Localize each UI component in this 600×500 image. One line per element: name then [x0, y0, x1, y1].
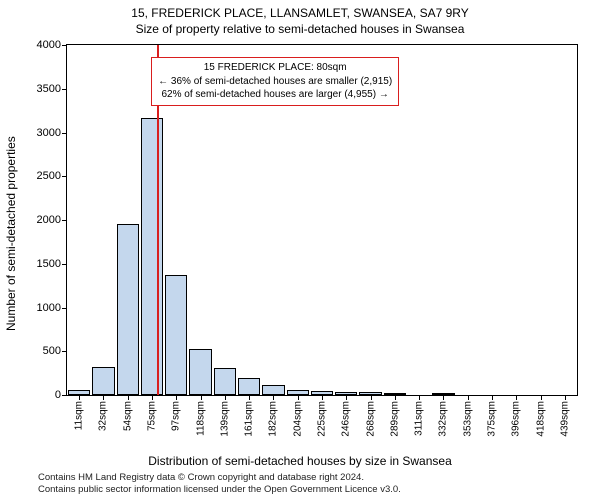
x-tick-mark	[128, 395, 129, 400]
x-tick-mark	[516, 395, 517, 400]
y-tick-mark	[62, 176, 67, 177]
x-tick-mark	[443, 395, 444, 400]
y-tick-mark	[62, 264, 67, 265]
x-tick-mark	[298, 395, 299, 400]
histogram-bar	[384, 393, 406, 395]
y-tick-mark	[62, 89, 67, 90]
x-tick-mark	[346, 395, 347, 400]
y-tick-label: 3500	[37, 83, 61, 95]
histogram-bar	[335, 392, 357, 396]
x-tick-mark	[176, 395, 177, 400]
x-tick-label: 75sqm	[147, 401, 158, 431]
y-tick-label: 3000	[37, 127, 61, 139]
x-tick-label: 396sqm	[511, 401, 522, 437]
x-tick-label: 289sqm	[389, 401, 400, 437]
annotation-line-3: 62% of semi-detached houses are larger (…	[158, 88, 392, 102]
footer-attribution: Contains HM Land Registry data © Crown c…	[38, 472, 401, 496]
x-tick-label: 161sqm	[244, 401, 255, 437]
histogram-bar	[117, 224, 139, 396]
x-tick-mark	[468, 395, 469, 400]
chart-plot-area: 0500100015002000250030003500400011sqm32s…	[66, 44, 578, 396]
x-tick-label: 139sqm	[219, 401, 230, 437]
histogram-bar	[238, 378, 260, 396]
x-tick-label: 118sqm	[195, 401, 206, 436]
x-tick-mark	[541, 395, 542, 400]
x-axis-label: Distribution of semi-detached houses by …	[0, 454, 600, 468]
x-tick-mark	[371, 395, 372, 400]
y-tick-mark	[62, 220, 67, 221]
histogram-bar	[262, 385, 284, 395]
x-tick-label: 204sqm	[292, 401, 303, 437]
histogram-bar	[214, 368, 236, 395]
y-tick-mark	[62, 45, 67, 46]
y-tick-label: 1000	[37, 302, 61, 314]
x-tick-label: 311sqm	[414, 401, 425, 436]
x-tick-label: 418sqm	[535, 401, 546, 437]
x-tick-mark	[395, 395, 396, 400]
y-tick-mark	[62, 308, 67, 309]
x-tick-label: 268sqm	[365, 401, 376, 437]
x-tick-mark	[201, 395, 202, 400]
x-tick-label: 353sqm	[462, 401, 473, 437]
x-tick-label: 182sqm	[268, 401, 279, 437]
y-tick-label: 500	[43, 345, 61, 357]
chart-subtitle: Size of property relative to semi-detach…	[0, 22, 600, 36]
y-tick-label: 2000	[37, 214, 61, 226]
x-tick-mark	[152, 395, 153, 400]
x-tick-label: 32sqm	[98, 401, 109, 431]
x-tick-mark	[225, 395, 226, 400]
x-tick-mark	[103, 395, 104, 400]
x-tick-mark	[322, 395, 323, 400]
x-tick-mark	[565, 395, 566, 400]
histogram-bar	[165, 275, 187, 395]
chart-title-address: 15, FREDERICK PLACE, LLANSAMLET, SWANSEA…	[0, 6, 600, 20]
x-tick-mark	[492, 395, 493, 400]
histogram-bar	[141, 118, 163, 395]
x-tick-label: 332sqm	[438, 401, 449, 437]
x-tick-mark	[79, 395, 80, 400]
x-tick-label: 97sqm	[171, 401, 182, 431]
x-tick-mark	[249, 395, 250, 400]
x-tick-label: 375sqm	[487, 401, 498, 437]
x-tick-mark	[273, 395, 274, 400]
x-tick-mark	[419, 395, 420, 400]
histogram-bar	[287, 390, 309, 395]
annotation-box: 15 FREDERICK PLACE: 80sqm ← 36% of semi-…	[151, 57, 399, 106]
footer-line-2: Contains public sector information licen…	[38, 484, 401, 496]
y-tick-label: 2500	[37, 170, 61, 182]
histogram-bar	[189, 349, 211, 395]
y-tick-mark	[62, 133, 67, 134]
y-tick-mark	[62, 351, 67, 352]
x-tick-label: 54sqm	[122, 401, 133, 431]
x-tick-label: 246sqm	[341, 401, 352, 437]
histogram-bar	[359, 392, 381, 396]
histogram-bar	[432, 393, 454, 395]
x-tick-label: 11sqm	[74, 401, 85, 430]
y-tick-mark	[62, 395, 67, 396]
y-tick-label: 4000	[37, 39, 61, 51]
histogram-bar	[92, 367, 114, 395]
y-axis-label: Number of semi-detached properties	[4, 136, 18, 331]
histogram-bar	[68, 390, 90, 395]
annotation-line-2: ← 36% of semi-detached houses are smalle…	[158, 75, 392, 89]
annotation-line-1: 15 FREDERICK PLACE: 80sqm	[158, 61, 392, 75]
y-tick-label: 0	[55, 389, 61, 401]
x-tick-label: 439sqm	[559, 401, 570, 437]
footer-line-1: Contains HM Land Registry data © Crown c…	[38, 472, 401, 484]
x-tick-label: 225sqm	[317, 401, 328, 437]
histogram-bar	[311, 391, 333, 395]
y-tick-label: 1500	[37, 258, 61, 270]
